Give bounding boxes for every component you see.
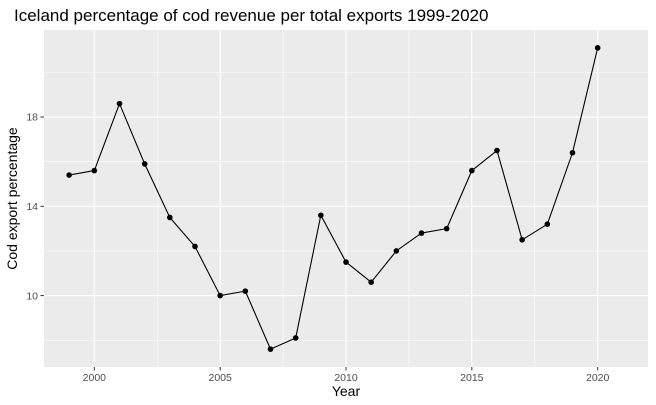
x-tick-label: 2010: [334, 372, 358, 384]
data-point: [116, 100, 123, 107]
data-point: [494, 147, 500, 154]
data-point: [66, 172, 72, 178]
data-point: [594, 45, 601, 51]
data-point: [141, 161, 148, 167]
data-point: [569, 149, 576, 156]
data-point: [519, 236, 525, 243]
data-point: [418, 230, 425, 236]
x-tick-label: 2005: [208, 372, 232, 384]
y-axis-ticks: 10 14 18: [26, 112, 44, 302]
data-point: [469, 167, 475, 174]
data-point: [368, 279, 374, 285]
data-point: [217, 292, 223, 299]
data-point: [343, 259, 349, 265]
data-point: [242, 288, 249, 294]
x-tick-label: 2020: [586, 372, 610, 384]
data-point: [544, 221, 551, 227]
data-points: [66, 45, 601, 352]
data-point: [192, 243, 198, 250]
data-point: [393, 248, 400, 254]
x-tick-label: 2000: [83, 372, 107, 384]
series-line-layer: [69, 47, 599, 350]
data-point: [91, 167, 98, 174]
data-point: [318, 212, 324, 219]
y-tick-label: 10: [26, 290, 38, 302]
data-point: [443, 225, 450, 232]
y-tick-label: 14: [26, 201, 38, 213]
y-tick-label: 18: [26, 112, 38, 124]
x-tick-label: 2015: [460, 372, 484, 384]
data-point: [167, 214, 173, 221]
data-point: [267, 346, 274, 352]
x-axis-title: Year: [332, 383, 361, 399]
x-axis-ticks: 2000 2005 2010 2015 2020: [83, 367, 610, 384]
data-point: [292, 335, 299, 341]
chart-title: Iceland percentage of cod revenue per to…: [14, 6, 488, 25]
series-line: [69, 47, 599, 350]
major-gridlines: [44, 30, 648, 367]
y-axis-title: Cod export percentage: [4, 127, 20, 270]
